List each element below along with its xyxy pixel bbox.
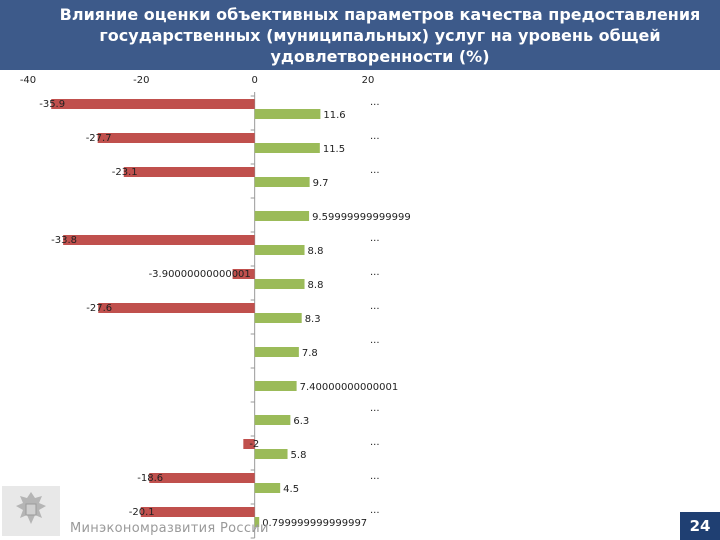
x-tick-label: -20: [133, 75, 149, 86]
positive-bar-label: 11.6: [323, 110, 345, 121]
negative-bar-label: -2: [249, 439, 259, 450]
positive-bar-label: 5.8: [291, 450, 307, 461]
page-number-badge: 24: [680, 512, 720, 540]
x-tick-label: 20: [362, 75, 375, 86]
positive-bar-label: 8.3: [305, 314, 321, 325]
negative-bar: [123, 167, 255, 177]
positive-bar: [254, 483, 281, 493]
negative-bar: [232, 269, 255, 279]
positive-bar-label: 7.40000000000001: [300, 382, 399, 393]
positive-bar-label: 9.59999999999999: [312, 212, 411, 223]
positive-bar: [254, 109, 321, 119]
negative-bar: [51, 99, 255, 109]
page-number: 24: [689, 517, 711, 535]
slide-header: Влияние оценки объективных параметров ка…: [0, 0, 720, 70]
positive-bar: [254, 381, 297, 391]
negative-bar-label: -18.6: [137, 473, 163, 484]
bar-chart: -40 -20 0 20 -35.9 11.6... -27.7 11.5... -23.1 9.…: [20, 75, 411, 539]
positive-bar: [254, 211, 310, 221]
category-label: ...: [370, 97, 380, 108]
x-tick-label: 0: [251, 75, 257, 86]
positive-bar-label: 4.5: [283, 484, 299, 495]
category-label: ...: [370, 335, 380, 346]
negative-bar-label: -33.8: [51, 235, 77, 246]
negative-bar: [243, 439, 255, 449]
category-label: ...: [370, 165, 380, 176]
positive-bar-label: 6.3: [293, 416, 309, 427]
title-line-3: удовлетворенности (%): [270, 47, 490, 66]
negative-bar-label: -27.7: [86, 133, 112, 144]
negative-bar-label: -35.9: [39, 99, 65, 110]
category-label: ...: [370, 131, 380, 142]
positive-bar: [254, 313, 302, 323]
negative-bar-label: -27.6: [86, 303, 112, 314]
category-label: ...: [370, 471, 380, 482]
negative-bar: [98, 303, 255, 313]
category-label: ...: [370, 403, 380, 414]
footer-organization: Минэкономразвития России: [70, 521, 269, 536]
coat-of-arms-logo: [2, 486, 60, 536]
category-label: ...: [370, 505, 380, 516]
category-label: ...: [370, 233, 380, 244]
x-tick-label: -40: [20, 75, 36, 86]
category-label: ...: [370, 301, 380, 312]
negative-bar-label: -3.90000000000001: [149, 269, 251, 280]
positive-bar-label: 8.8: [308, 280, 324, 291]
positive-bar: [254, 415, 291, 425]
title-line-2: государственных (муниципальных) услуг на…: [99, 26, 661, 45]
category-label: ...: [370, 267, 380, 278]
positive-bar: [254, 517, 260, 527]
category-label: ...: [370, 437, 380, 448]
negative-bar: [149, 473, 255, 483]
positive-bar-label: 11.5: [323, 144, 345, 155]
negative-bar-label: -23.1: [112, 167, 138, 178]
positive-bar: [254, 143, 320, 153]
negative-bar-label: -20.1: [129, 507, 155, 518]
positive-bar: [254, 449, 288, 459]
positive-bar-label: 0.799999999999997: [262, 518, 367, 529]
positive-bar-label: 9.7: [313, 178, 329, 189]
negative-bar: [63, 235, 255, 245]
positive-bar: [254, 347, 299, 357]
negative-bar: [97, 133, 255, 143]
slide-title: Влияние оценки объективных параметров ка…: [40, 4, 720, 67]
positive-bar-label: 7.8: [302, 348, 318, 359]
positive-bar: [254, 279, 305, 289]
positive-bar: [254, 177, 310, 187]
negative-bar: [140, 507, 255, 517]
positive-bar-label: 8.8: [308, 246, 324, 257]
title-line-1: Влияние оценки объективных параметров ка…: [59, 5, 701, 24]
positive-bar: [254, 245, 305, 255]
